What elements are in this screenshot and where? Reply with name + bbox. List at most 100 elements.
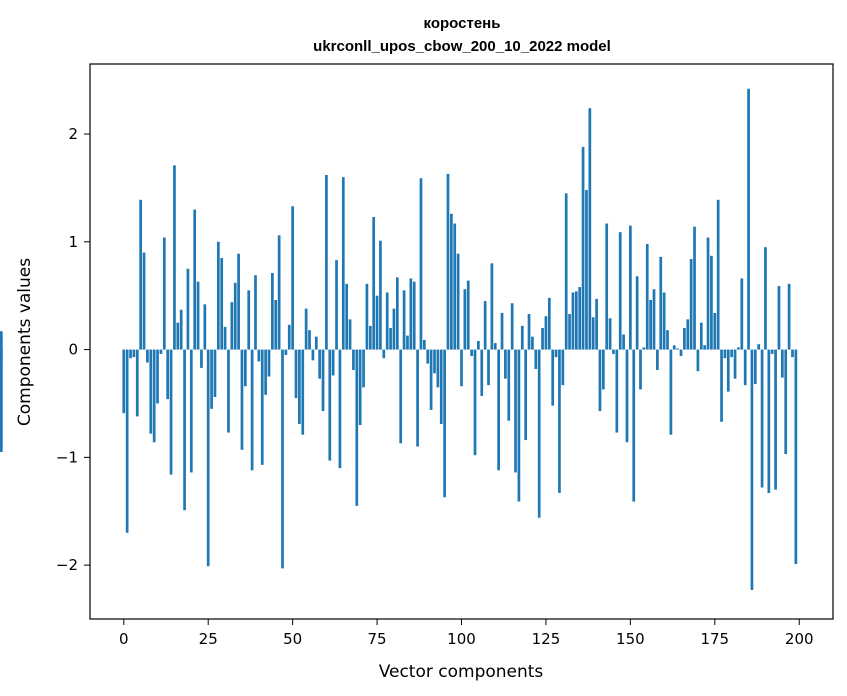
bar-141 — [598, 349, 602, 412]
bar-35 — [240, 349, 244, 450]
bar-161 — [666, 330, 669, 350]
bar-79 — [389, 328, 392, 350]
bar-63 — [335, 260, 338, 350]
bar-162 — [669, 349, 673, 435]
bar-160 — [662, 292, 666, 350]
bar-105 — [477, 340, 480, 350]
bar-51 — [294, 349, 298, 399]
bar-0 — [122, 349, 126, 414]
bar-53 — [301, 349, 305, 435]
bar-22 — [196, 281, 200, 350]
bar-137 — [585, 190, 588, 350]
bar-30 — [223, 326, 227, 350]
bar-29 — [220, 257, 224, 350]
bar-140 — [595, 298, 598, 350]
bar-8 — [149, 349, 153, 434]
bar-86 — [412, 281, 416, 350]
bar-121 — [531, 336, 534, 350]
bar-50 — [291, 206, 294, 350]
bar-44 — [271, 273, 274, 350]
x-tick-label: 50 — [283, 630, 302, 648]
bar-181 — [733, 349, 737, 379]
bar-194 — [777, 286, 781, 350]
bar-147 — [618, 232, 622, 350]
bar-66 — [345, 283, 349, 350]
bar-142 — [601, 349, 605, 390]
bar-143 — [605, 223, 609, 350]
bar-64 — [338, 349, 342, 469]
bar-123 — [537, 349, 541, 518]
bar-85 — [409, 278, 413, 350]
bar-111 — [497, 349, 500, 471]
bar-131 — [564, 193, 568, 350]
bar-62 — [331, 349, 335, 376]
chart-subtitle: ukrconll_upos_cbow_200_10_2022 model — [313, 38, 611, 55]
bar-148 — [622, 334, 625, 350]
bar-167 — [686, 319, 690, 350]
bar-20 — [189, 349, 193, 473]
bar-47 — [281, 349, 284, 569]
bar-175 — [713, 312, 717, 350]
bar-13 — [166, 349, 170, 400]
bar-72 — [365, 283, 369, 350]
bar-56 — [311, 349, 315, 361]
bar-179 — [726, 349, 730, 392]
bar-199 — [794, 349, 798, 565]
bar-112 — [500, 312, 504, 350]
bar-98 — [453, 223, 457, 350]
bar-80 — [392, 308, 396, 350]
bar-170 — [696, 349, 700, 372]
bar-117 — [517, 349, 521, 502]
bar-145 — [612, 349, 615, 354]
bar-59 — [321, 349, 325, 412]
bar-192 — [770, 349, 774, 354]
bar-14 — [169, 349, 173, 475]
bar-151 — [632, 349, 636, 502]
bar-176 — [716, 199, 720, 350]
bar-39 — [254, 275, 257, 350]
bar-156 — [649, 300, 652, 350]
bar-196 — [784, 349, 788, 455]
bar-155 — [645, 243, 649, 350]
bar-128 — [554, 349, 558, 358]
y-tick-label: −1 — [56, 448, 78, 466]
bar-195 — [780, 349, 784, 378]
bar-11 — [159, 349, 163, 354]
bar-12 — [162, 237, 166, 350]
bar-178 — [723, 349, 727, 359]
bar-172 — [703, 345, 707, 350]
bar-46 — [277, 235, 281, 350]
x-tick-label: 200 — [785, 630, 814, 648]
bar-38 — [250, 349, 254, 471]
bar-70 — [358, 349, 362, 426]
bar-3 — [132, 349, 136, 358]
bar-45 — [274, 300, 278, 350]
x-axis-label: Vector components — [379, 662, 544, 682]
bar-25 — [206, 349, 210, 567]
bar-67 — [348, 319, 352, 350]
bar-24 — [203, 304, 207, 350]
bar-122 — [534, 349, 538, 369]
bar-61 — [328, 349, 332, 461]
bar-171 — [699, 322, 703, 350]
bar-7 — [146, 349, 149, 363]
bar-165 — [679, 349, 683, 357]
bar-103 — [470, 349, 473, 357]
bar-164 — [676, 348, 679, 350]
bar-102 — [466, 280, 470, 350]
bar-33 — [233, 282, 237, 350]
bar-135 — [578, 287, 582, 350]
bar-52 — [298, 349, 301, 424]
bar-32 — [230, 302, 234, 350]
bar-81 — [395, 277, 399, 350]
bar-185 — [747, 88, 750, 350]
y-tick-label: 1 — [68, 233, 78, 251]
bar-83 — [402, 290, 406, 350]
bar-55 — [308, 330, 311, 350]
bar-180 — [730, 349, 734, 358]
bar-184 — [743, 349, 747, 386]
bar-28 — [216, 241, 220, 350]
x-tick-label: 25 — [199, 630, 218, 648]
bar-136 — [581, 146, 585, 350]
bar-187 — [753, 349, 757, 385]
